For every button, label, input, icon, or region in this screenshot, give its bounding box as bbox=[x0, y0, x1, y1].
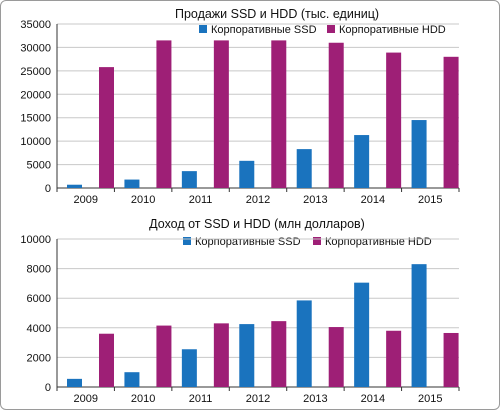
revenue-ytick-label: 2000 bbox=[27, 352, 51, 364]
sales-xtick-label: 2012 bbox=[246, 194, 270, 206]
sales-legend-hdd-swatch bbox=[327, 25, 335, 33]
revenue-xtick-label: 2010 bbox=[131, 393, 155, 405]
sales-chart: Продажи SSD и HDD (тыс. единиц) Корпорат… bbox=[20, 7, 460, 206]
revenue-bar-hdd bbox=[271, 321, 287, 387]
revenue-bar-hdd bbox=[328, 327, 344, 387]
revenue-bar-ssd bbox=[67, 378, 82, 387]
sales-bar-hdd bbox=[156, 40, 172, 189]
revenue-xtick-label: 2013 bbox=[303, 393, 327, 405]
sales-xtick-label: 2014 bbox=[361, 194, 385, 206]
revenue-xtick-label: 2012 bbox=[246, 393, 270, 405]
revenue-bar-ssd bbox=[296, 300, 312, 387]
sales-bar-ssd bbox=[411, 120, 427, 188]
sales-ytick-label: 0 bbox=[45, 183, 51, 195]
sales-legend-ssd-label: Корпоративные SSD bbox=[211, 24, 317, 36]
revenue-bar-ssd bbox=[411, 264, 427, 387]
sales-xtick-label: 2010 bbox=[131, 194, 155, 206]
revenue-bars bbox=[67, 264, 459, 387]
revenue-ytick-label: 0 bbox=[45, 382, 51, 394]
sales-legend-ssd-swatch bbox=[199, 25, 207, 33]
revenue-bar-ssd bbox=[354, 282, 370, 387]
sales-xtick-label: 2011 bbox=[189, 194, 213, 206]
revenue-y-axis: 0 2000 4000 6000 8000 10000 bbox=[20, 234, 51, 394]
revenue-xtick-label: 2015 bbox=[418, 393, 442, 405]
revenue-ytick-label: 6000 bbox=[27, 293, 51, 305]
revenue-xtick-label: 2011 bbox=[189, 393, 213, 405]
sales-xtick-label: 2015 bbox=[418, 194, 442, 206]
sales-ytick-label: 5000 bbox=[27, 160, 51, 172]
revenue-gridlines bbox=[56, 238, 459, 388]
sales-ytick-label: 35000 bbox=[20, 19, 51, 31]
revenue-chart: Доход от SSD и HDD (млн долларов) Корпор… bbox=[20, 217, 460, 405]
revenue-bar-hdd bbox=[386, 330, 402, 387]
sales-xtick-label: 2013 bbox=[303, 194, 327, 206]
revenue-ytick-label: 10000 bbox=[20, 234, 51, 246]
sales-bar-hdd bbox=[99, 67, 114, 188]
sales-ytick-label: 30000 bbox=[20, 42, 51, 54]
revenue-bar-hdd bbox=[156, 325, 172, 387]
sales-xtick-label: 2009 bbox=[73, 194, 97, 206]
sales-bar-ssd bbox=[296, 149, 312, 188]
revenue-legend-ssd-label: Корпоративные SSD bbox=[195, 236, 301, 248]
sales-bar-hdd bbox=[271, 40, 287, 189]
sales-bar-hdd bbox=[443, 56, 459, 188]
revenue-legend-hdd-swatch bbox=[313, 237, 321, 245]
sales-bars bbox=[67, 40, 459, 189]
sales-ytick-label: 25000 bbox=[20, 66, 51, 78]
revenue-bar-ssd bbox=[124, 372, 140, 387]
sales-bar-ssd bbox=[67, 184, 82, 188]
revenue-bar-hdd bbox=[213, 323, 229, 387]
revenue-legend-hdd-label: Корпоративные HDD bbox=[325, 236, 432, 248]
sales-bar-hdd bbox=[213, 40, 229, 189]
revenue-bar-hdd bbox=[443, 332, 459, 387]
sales-ytick-label: 10000 bbox=[20, 136, 51, 148]
revenue-chart-title: Доход от SSD и HDD (млн долларов) bbox=[149, 217, 365, 231]
sales-chart-title: Продажи SSD и HDD (тыс. единиц) bbox=[175, 7, 379, 21]
revenue-ytick-label: 8000 bbox=[27, 264, 51, 276]
sales-bar-hdd bbox=[328, 42, 344, 188]
sales-x-axis: 2009 2010 2011 2012 2013 2014 2015 bbox=[56, 188, 460, 206]
sales-bar-hdd bbox=[386, 52, 402, 188]
revenue-xtick-label: 2009 bbox=[73, 393, 97, 405]
sales-ytick-label: 15000 bbox=[20, 113, 51, 125]
revenue-xtick-label: 2014 bbox=[361, 393, 385, 405]
revenue-bar-ssd bbox=[239, 324, 255, 387]
revenue-bar-hdd bbox=[99, 333, 114, 387]
sales-y-axis: 0 5000 10000 15000 20000 25000 30000 35000 bbox=[20, 19, 51, 195]
sales-ytick-label: 20000 bbox=[20, 89, 51, 101]
revenue-x-axis: 2009 2010 2011 2012 2013 2014 2015 bbox=[56, 387, 460, 405]
sales-bar-ssd bbox=[239, 160, 255, 188]
revenue-ytick-label: 4000 bbox=[27, 323, 51, 335]
sales-bar-ssd bbox=[181, 171, 197, 188]
sales-bar-ssd bbox=[354, 135, 370, 188]
revenue-legend-ssd-swatch bbox=[183, 237, 191, 245]
sales-legend-hdd-label: Корпоративные HDD bbox=[339, 24, 446, 36]
revenue-bar-ssd bbox=[181, 349, 197, 387]
sales-bar-ssd bbox=[124, 179, 140, 188]
